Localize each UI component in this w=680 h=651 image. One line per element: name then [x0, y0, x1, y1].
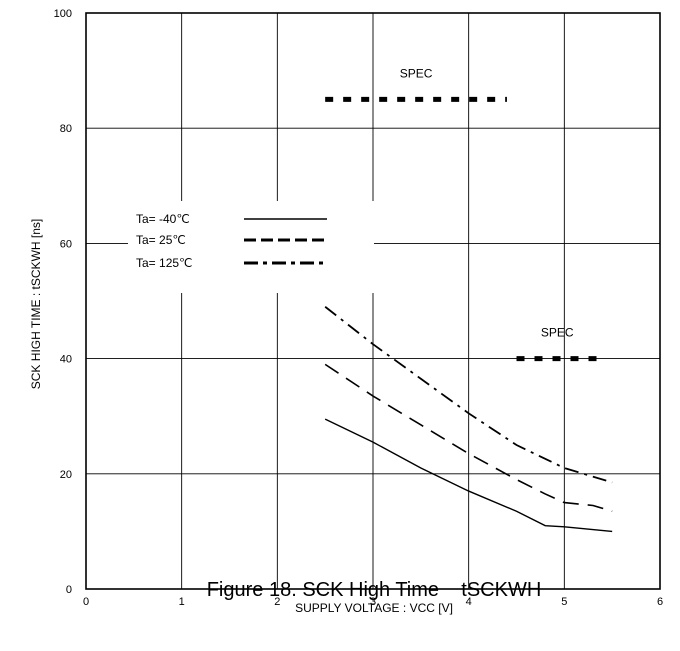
- x-tick-label-5: 5: [561, 596, 567, 608]
- series-line-2: [324, 306, 613, 484]
- legend-label-1: Ta= 25℃: [136, 233, 186, 247]
- y-tick-label-2: 40: [60, 354, 72, 366]
- y-tick-label-5: 100: [54, 8, 72, 20]
- legend-background: [128, 201, 374, 293]
- tick-labels: 0 20 40 60 80 100 0 1 2 3 4 5 6: [54, 8, 663, 608]
- legend-label-0: Ta= -40℃: [136, 212, 190, 226]
- y-tick-label-4: 80: [60, 123, 72, 135]
- plot-border: [85, 12, 661, 590]
- x-axis-title: SUPPLY VOLTAGE : VCC [V]: [295, 601, 453, 615]
- x-tick-label-1: 1: [179, 596, 185, 608]
- x-tick-label-6: 6: [657, 596, 663, 608]
- spec-lines: SPEC SPEC: [325, 66, 598, 362]
- y-tick-label-1: 20: [60, 469, 72, 481]
- series-lines: [324, 306, 613, 533]
- x-tick-label-0: 0: [83, 596, 89, 608]
- spec-label-0: SPEC: [400, 66, 433, 80]
- chart-title: Figure 18. SCK High Time tSCKWH: [207, 579, 542, 601]
- x-tick-label-2: 2: [274, 596, 280, 608]
- x-tick-label-4: 4: [466, 596, 472, 608]
- y-tick-label-3: 60: [60, 238, 72, 250]
- grid: [86, 13, 660, 589]
- y-tick-label-0: 0: [66, 584, 72, 596]
- x-tick-label-3: 3: [370, 596, 376, 608]
- series-line-1: [324, 363, 613, 513]
- legend-label-2: Ta= 125℃: [136, 256, 193, 270]
- legend: Ta= -40℃ Ta= 25℃ Ta= 125℃: [136, 212, 327, 270]
- plot-frame: [85, 12, 661, 590]
- legend-box: [128, 201, 374, 293]
- spec-label-1: SPEC: [541, 326, 574, 340]
- series-line-0: [324, 418, 613, 533]
- y-axis-title: SCK HIGH TIME : tSCKWH [ns]: [29, 219, 43, 389]
